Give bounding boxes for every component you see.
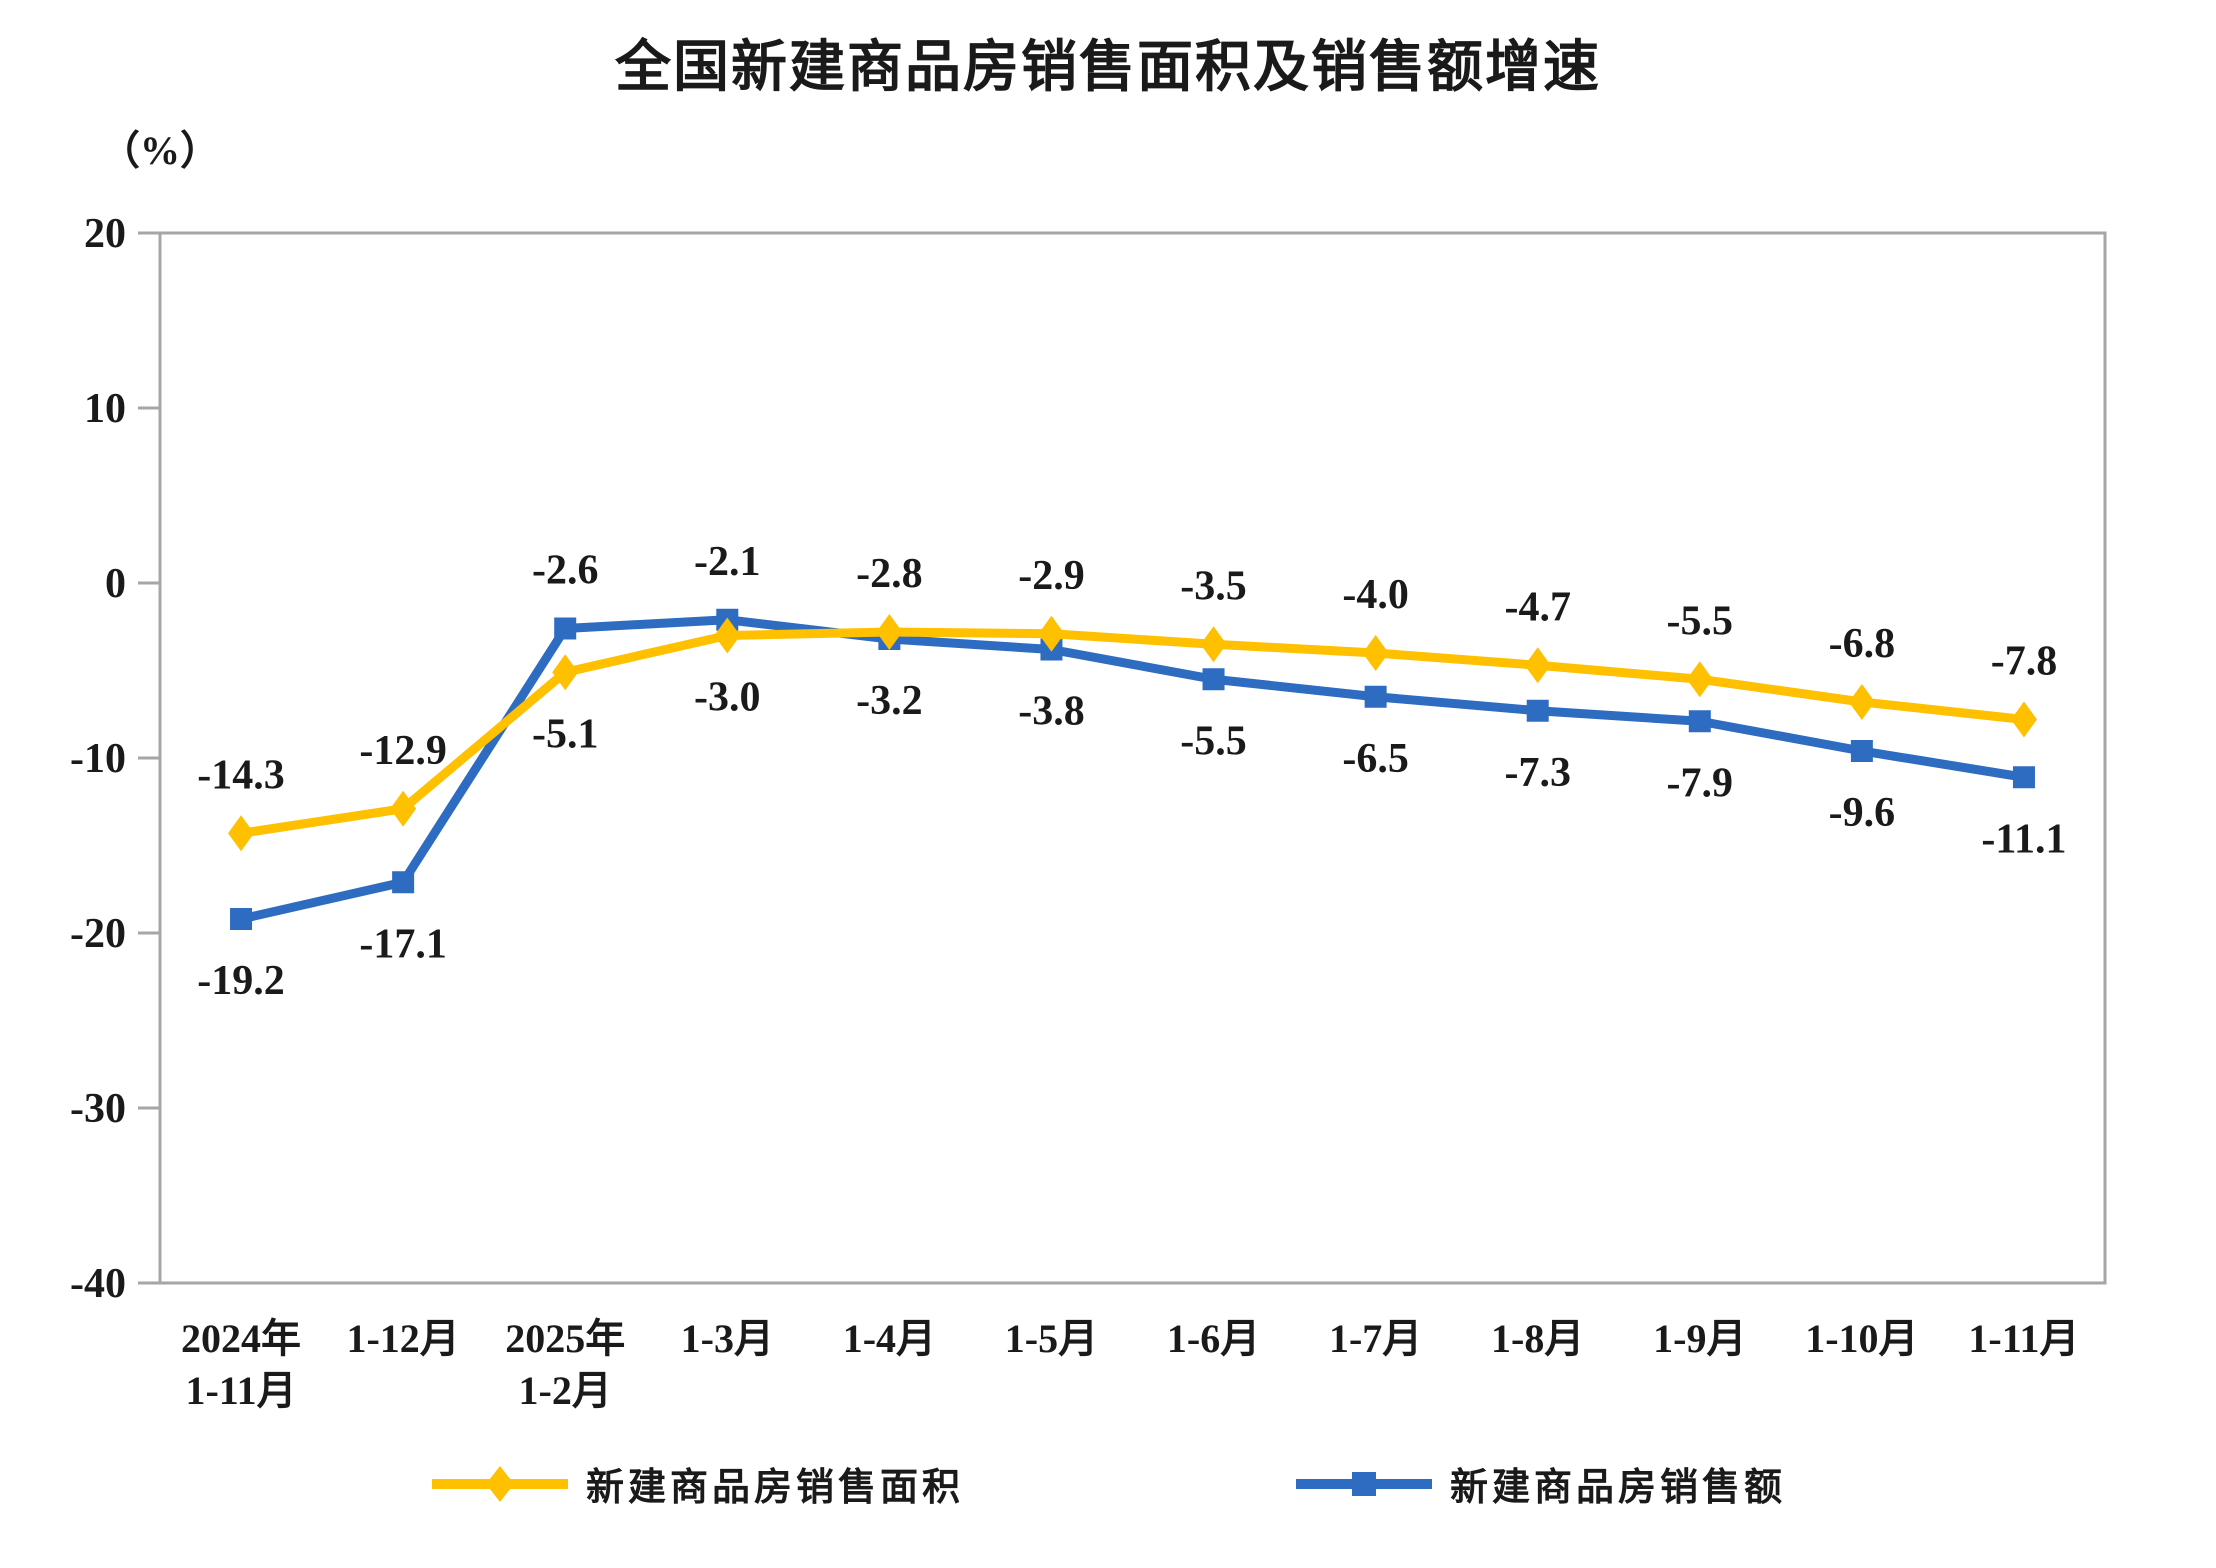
y-tick-label: 10 — [84, 386, 126, 432]
x-tick-label: 1-6月 — [1167, 1316, 1260, 1361]
data-point-square-marker — [1688, 710, 1711, 733]
data-point-label: -2.9 — [1018, 553, 1085, 599]
data-point-label: -7.3 — [1504, 750, 1571, 796]
data-point-label: -7.8 — [1991, 639, 2058, 685]
data-point-square-marker — [1364, 685, 1387, 708]
chart-legend: 新建商品房销售面积 新建商品房销售额 — [0, 1456, 2216, 1511]
data-point-label: -14.3 — [197, 752, 285, 798]
data-point-square-marker — [230, 908, 253, 930]
y-tick-label: 20 — [84, 211, 126, 257]
data-point-diamond-marker — [390, 790, 417, 827]
data-point-label: -6.8 — [1829, 621, 1896, 667]
series-line-sales-area — [236, 627, 2029, 838]
series-line-sales-value — [236, 615, 2029, 924]
legend-diamond-marker — [485, 1465, 514, 1502]
legend-swatch-sales-value — [1296, 1471, 1432, 1496]
data-point-diamond-marker — [552, 654, 579, 691]
legend-label-sales-value: 新建商品房销售额 — [1450, 1467, 1787, 1509]
data-point-diamond-marker — [876, 614, 903, 650]
data-point-diamond-marker — [1848, 684, 1875, 720]
data-point-label: -5.5 — [1667, 598, 1734, 644]
plot-border — [158, 231, 2107, 1285]
y-tick-label: -10 — [70, 736, 126, 782]
y-tick-label: -30 — [70, 1086, 126, 1132]
legend-square-marker — [1352, 1471, 1376, 1496]
data-point-label: -11.1 — [1981, 816, 2066, 862]
x-tick-label: 1-8月 — [1491, 1316, 1584, 1361]
data-point-label: -3.5 — [1180, 563, 1247, 609]
data-point-label: -3.2 — [856, 678, 923, 724]
x-tick-label: 2024年 1-11月 — [181, 1316, 301, 1413]
data-point-square-marker — [1202, 668, 1225, 691]
data-point-square-marker — [392, 871, 415, 894]
data-point-label: -6.5 — [1342, 736, 1409, 782]
data-point-diamond-marker — [1686, 661, 1713, 698]
legend-swatch-sales-area — [431, 1465, 568, 1502]
legend-entry-sales-value: 新建商品房销售额 — [1294, 1456, 1786, 1511]
y-tick-label: -40 — [70, 1261, 126, 1307]
data-point-label: -12.9 — [359, 728, 447, 774]
data-point-diamond-marker — [1200, 626, 1227, 663]
x-tick-label: 1-11月 — [1968, 1316, 2079, 1361]
chart-title: 全国新建商品房销售面积及销售额增速 — [615, 35, 1601, 98]
data-point-label: -9.6 — [1829, 790, 1896, 836]
data-point-diamond-marker — [1038, 615, 1065, 652]
data-point-label: -3.0 — [694, 675, 761, 721]
legend-label-sales-area: 新建商品房销售面积 — [585, 1467, 964, 1509]
data-point-label: -4.7 — [1504, 584, 1571, 630]
x-tick-label: 1-3月 — [681, 1316, 774, 1361]
x-tick-label: 1-9月 — [1653, 1316, 1746, 1361]
data-point-diamond-marker — [2010, 701, 2037, 738]
legend-entry-sales-area: 新建商品房销售面积 — [430, 1456, 964, 1511]
data-point-label: -19.2 — [197, 958, 285, 1004]
data-point-diamond-marker — [1524, 647, 1551, 684]
x-tick-label: 1-5月 — [1005, 1316, 1098, 1361]
data-point-diamond-marker — [714, 617, 741, 654]
data-point-label: -7.9 — [1667, 760, 1734, 806]
x-tick-label: 1-10月 — [1805, 1316, 1918, 1361]
x-tick-label: 1-12月 — [346, 1316, 459, 1361]
x-tick-label: 1-7月 — [1329, 1316, 1422, 1361]
data-point-label: -5.5 — [1180, 718, 1247, 764]
x-tick-label: 2025年 1-2月 — [505, 1316, 625, 1413]
data-point-label: -2.8 — [856, 551, 923, 597]
data-point-diamond-marker — [228, 815, 255, 852]
data-point-label: -2.6 — [532, 548, 599, 594]
data-point-label: -5.1 — [532, 711, 599, 757]
data-point-label: -17.1 — [359, 921, 447, 967]
data-point-label: -4.0 — [1342, 572, 1409, 618]
data-point-label: -2.1 — [694, 539, 761, 585]
data-point-diamond-marker — [1362, 635, 1389, 671]
y-axis-unit-label: （%） — [100, 128, 220, 173]
y-tick-label: 0 — [105, 561, 126, 607]
x-tick-label: 1-4月 — [843, 1316, 936, 1361]
y-tick-label: -20 — [70, 911, 126, 957]
data-point-label: -3.8 — [1018, 689, 1085, 735]
data-point-square-marker — [2012, 766, 2035, 789]
data-point-square-marker — [554, 617, 577, 640]
data-point-square-marker — [1526, 699, 1549, 722]
data-point-square-marker — [1850, 740, 1873, 762]
